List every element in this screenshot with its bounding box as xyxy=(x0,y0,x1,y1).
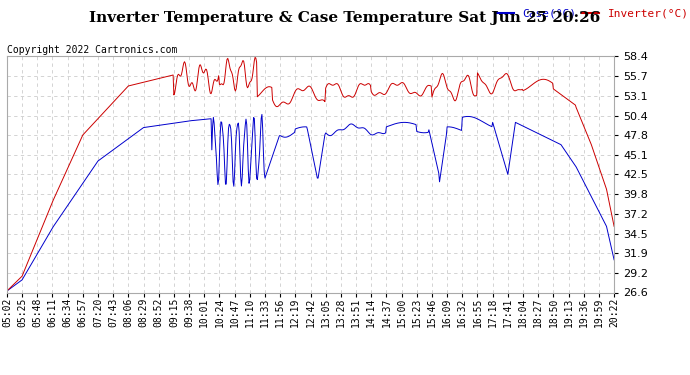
Text: Copyright 2022 Cartronics.com: Copyright 2022 Cartronics.com xyxy=(7,45,177,55)
Legend: Case(°C), Inverter(°C): Case(°C), Inverter(°C) xyxy=(493,4,690,23)
Text: Inverter Temperature & Case Temperature Sat Jun 25 20:26: Inverter Temperature & Case Temperature … xyxy=(90,11,600,25)
